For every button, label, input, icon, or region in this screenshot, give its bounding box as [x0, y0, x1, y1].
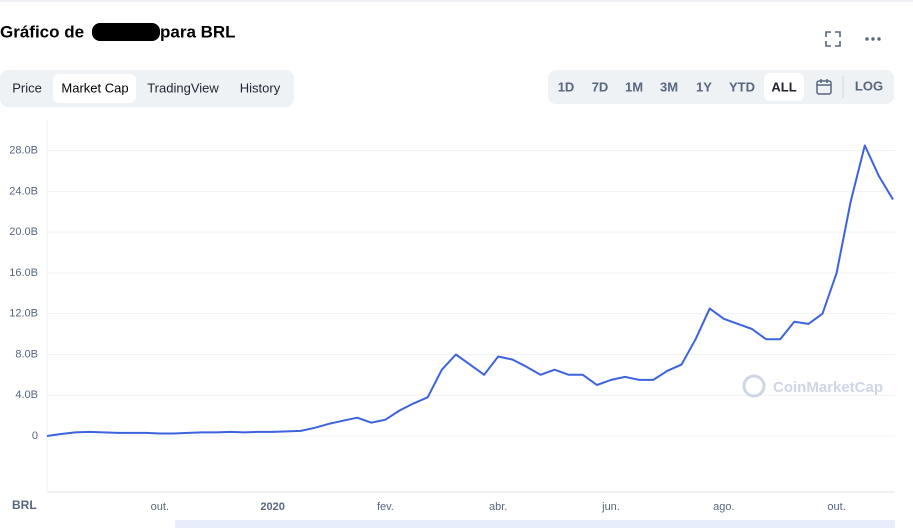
range-bar	[548, 70, 894, 104]
fullscreen-icon[interactable]	[825, 31, 841, 47]
tab[interactable]: Market Cap	[61, 80, 128, 95]
y-tick-label: 4.0B	[15, 389, 38, 401]
line-series	[46, 144, 894, 437]
more-icon[interactable]	[865, 37, 881, 41]
tab[interactable]: Price	[12, 80, 42, 95]
x-tick-label: fev.	[377, 501, 394, 513]
y-tick-label: 16.0B	[9, 267, 38, 279]
y-tick-label: 20.0B	[9, 226, 38, 238]
y-tick-label: 24.0B	[9, 185, 38, 197]
y-tick-label: 8.0B	[15, 348, 38, 360]
x-tick-label: abr.	[489, 501, 507, 513]
x-axis-label: BRL	[12, 498, 37, 512]
x-tick-label: 2020	[260, 501, 284, 513]
title-end: para BRL	[160, 22, 236, 41]
log-button[interactable]: LOG	[855, 78, 883, 93]
y-tick-label: 12.0B	[9, 308, 38, 320]
range-button[interactable]: YTD	[729, 79, 755, 94]
title-start: Gráfico de	[0, 22, 84, 41]
y-tick-label: 0	[32, 430, 38, 442]
x-tick-label: out.	[827, 501, 845, 513]
x-tick-label: ago.	[713, 501, 734, 513]
range-navigator[interactable]	[175, 520, 895, 528]
tab[interactable]: TradingView	[147, 80, 219, 95]
range-button[interactable]: 3M	[660, 79, 678, 94]
tab[interactable]: History	[240, 80, 281, 95]
watermark-text: CoinMarketCap	[773, 379, 883, 396]
x-tick-label: jun.	[601, 501, 620, 513]
x-tick-label: out.	[151, 501, 169, 513]
range-button[interactable]: 1D	[558, 79, 575, 94]
watermark: CoinMarketCap	[742, 374, 883, 398]
range-button[interactable]: 1M	[625, 79, 643, 94]
redaction	[92, 23, 160, 41]
range-button[interactable]: 7D	[592, 79, 609, 94]
top-border	[0, 0, 913, 2]
range-button[interactable]: ALL	[771, 79, 796, 94]
range-button[interactable]: 1Y	[696, 79, 712, 94]
tab-selected	[53, 74, 136, 103]
calendar-icon[interactable]	[816, 79, 832, 95]
y-tick-label: 28.0B	[9, 144, 38, 156]
range-selected	[764, 73, 804, 101]
